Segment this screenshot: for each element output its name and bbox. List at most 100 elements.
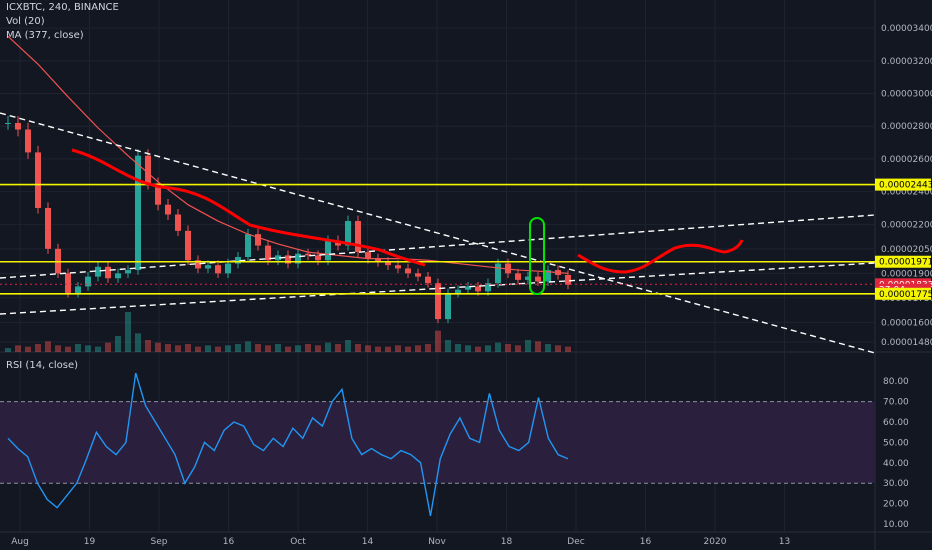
volume-bar	[275, 344, 281, 352]
candle-body	[235, 257, 241, 264]
rsi-band	[0, 401, 875, 484]
price-tick-label: 0.00001900	[881, 269, 932, 279]
candle-body	[455, 289, 461, 293]
candle-body	[5, 122, 11, 124]
rsi-legend[interactable]: RSI (14, close)	[6, 360, 79, 371]
rsi-axis: 80.00 70.00 60.00 50.00 40.00 30.00 20.00 10.00	[883, 377, 909, 530]
candle-body	[155, 183, 161, 205]
rsi-tick-label: 40.00	[883, 459, 909, 469]
price-series	[5, 35, 571, 324]
candle-body	[355, 221, 361, 253]
volume-bar	[535, 341, 541, 352]
rsi-tick-label: 10.00	[883, 520, 909, 530]
candle-body	[185, 230, 191, 261]
candle-body	[255, 234, 261, 246]
candle-body	[535, 276, 541, 282]
candle-body	[345, 221, 351, 246]
volume-bar	[135, 333, 141, 352]
rsi-tick-label: 50.00	[883, 438, 909, 448]
time-tick-label: 16	[640, 537, 652, 547]
time-tick-label: Oct	[290, 537, 306, 547]
volume-bar	[245, 341, 251, 352]
time-tick-label: 19	[84, 537, 96, 547]
rsi-tick-label: 80.00	[883, 377, 909, 387]
ascending-trendline-upper	[0, 214, 876, 279]
candle-body	[195, 260, 201, 269]
candle-body	[105, 266, 111, 279]
volume-bar	[105, 342, 111, 352]
volume-bar	[35, 344, 41, 352]
volume-bar	[5, 348, 11, 352]
candle-body	[395, 265, 401, 269]
ascending-trendline-lower	[0, 262, 876, 315]
candle-body	[495, 263, 501, 284]
red-trend-drawing	[71, 148, 426, 267]
rsi-pane	[0, 372, 875, 516]
candle-body	[125, 270, 131, 274]
volume-bar	[115, 336, 121, 352]
rsi-line	[7, 372, 569, 516]
time-tick-label: 2020	[704, 537, 727, 547]
volume-bar	[155, 342, 161, 352]
candle-body	[15, 122, 21, 130]
candle-body	[465, 286, 471, 290]
candle-body	[305, 253, 311, 256]
price-tag-label: 0.00001775	[879, 290, 932, 300]
volume-bar	[555, 345, 561, 352]
candle-body	[565, 274, 571, 285]
volume-bar	[415, 345, 421, 352]
volume-bar	[375, 346, 381, 352]
volume-bar	[365, 345, 371, 352]
ma-line	[7, 35, 569, 274]
volume-bar	[125, 312, 131, 352]
price-tick-label: 0.00002050	[881, 245, 932, 255]
volume-bar	[185, 344, 191, 352]
price-tag	[875, 287, 931, 300]
volume-bar	[525, 340, 531, 352]
candle-body	[145, 155, 151, 184]
volume-bar	[455, 344, 461, 352]
volume-bar	[175, 345, 181, 352]
price-tick-label: 0.00002600	[881, 155, 932, 165]
price-tag-label: 0.00001971	[879, 258, 932, 268]
volume-bar	[425, 344, 431, 352]
candle-body	[205, 265, 211, 269]
volume-bar	[225, 345, 231, 352]
candle-body	[65, 273, 71, 293]
candle-body	[85, 276, 91, 287]
trendline-drawings	[0, 112, 876, 354]
candle-body	[45, 207, 51, 249]
time-tick-label: Sep	[151, 537, 168, 547]
candle-body	[245, 234, 251, 258]
volume-legend[interactable]: Vol (20)	[6, 16, 45, 27]
volume-bar	[485, 345, 491, 352]
volume-bar	[195, 346, 201, 352]
candle-body	[215, 265, 221, 274]
candle-body	[485, 283, 491, 292]
candle-body	[115, 273, 121, 279]
price-tick-label: 0.00002200	[881, 220, 932, 230]
volume-bar	[325, 342, 331, 352]
price-tick-label: 0.00003000	[881, 90, 932, 100]
volume-bar	[305, 344, 311, 352]
volume-bar	[15, 345, 21, 352]
time-tick-label: Aug	[11, 537, 29, 547]
price-tick-label: 0.00003200	[881, 57, 932, 67]
volume-bars	[5, 312, 571, 352]
volume-bar	[235, 344, 241, 352]
candle-body	[325, 240, 331, 261]
ma-legend[interactable]: MA (377, close)	[6, 30, 84, 41]
candle-body	[295, 253, 301, 264]
price-tick-label: 0.00002800	[881, 122, 932, 132]
volume-bar	[45, 341, 51, 352]
symbol-legend[interactable]: ICXBTC, 240, BINANCE	[6, 2, 119, 13]
candle-body	[515, 273, 521, 280]
candle-body	[435, 283, 441, 320]
volume-bar	[565, 346, 571, 352]
candle-body	[165, 204, 171, 215]
price-tick-label: 0.00003400	[881, 24, 932, 34]
candle-body	[275, 255, 281, 261]
volume-bar	[475, 346, 481, 352]
candle-body	[285, 255, 291, 264]
